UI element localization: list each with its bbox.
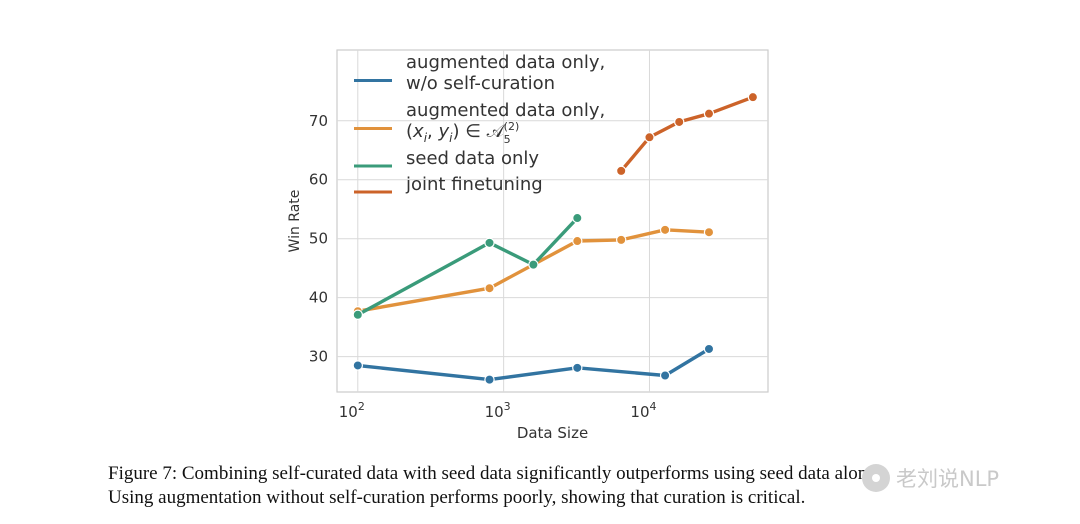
series-4: [615, 91, 759, 177]
x-tick-label: 103: [485, 400, 511, 421]
caption-line-1: Figure 7: Combining self-curated data wi…: [108, 463, 881, 484]
data-point: [572, 362, 583, 374]
x-tick-label: 104: [630, 400, 656, 421]
y-axis-label: Win Rate: [287, 190, 303, 253]
data-point: [528, 259, 539, 270]
data-point: [674, 116, 685, 128]
data-point: [703, 108, 715, 119]
watermark: 老刘说NLP: [862, 458, 999, 498]
legend-label: augmented data only,: [406, 100, 605, 121]
legend-label: w/o self-curation: [406, 73, 555, 94]
data-point: [615, 165, 627, 177]
data-point: [572, 235, 583, 247]
figure-caption: Figure 7: Combining self-curated data wi…: [108, 462, 1008, 510]
series-line: [356, 228, 711, 313]
plot-area: 30 40 50 60 70 102 103 104 Data Size Win Rate augm…: [287, 49, 769, 442]
data-point: [484, 374, 495, 385]
x-axis-label: Data Size: [517, 424, 588, 442]
data-point: [644, 132, 655, 143]
data-point: [703, 227, 715, 238]
data-point: [747, 91, 759, 103]
data-point: [484, 283, 495, 294]
wechat-icon: [862, 464, 890, 492]
series-line: [356, 216, 579, 317]
data-point: [659, 224, 671, 236]
watermark-text: 老刘说NLP: [896, 467, 1000, 491]
data-point: [352, 360, 364, 371]
y-tick-label: 30: [309, 348, 328, 366]
data-point: [352, 309, 364, 320]
data-point: [659, 370, 671, 381]
y-tick-label: 50: [309, 230, 328, 248]
legend: augmented data only,w/o self-curationaug…: [354, 52, 605, 195]
legend-label: seed data only: [406, 148, 539, 169]
axes-frame: [336, 49, 769, 393]
series-1: [352, 343, 715, 385]
y-tick-label: 60: [309, 171, 328, 189]
series-3: [352, 212, 583, 320]
data-point: [703, 343, 715, 355]
legend-label: (xi, yi) ∈ 𝒜5(2): [406, 120, 519, 146]
data-point: [615, 234, 627, 246]
data-point: [484, 237, 495, 249]
y-tick-label: 70: [309, 112, 328, 130]
legend-label: joint finetuning: [405, 174, 543, 195]
caption-line-2: Using augmentation without self-curation…: [108, 487, 806, 508]
x-tick-label: 102: [339, 400, 365, 421]
y-tick-label: 40: [309, 289, 328, 307]
legend-label: augmented data only,: [406, 52, 605, 73]
data-point: [572, 212, 583, 224]
